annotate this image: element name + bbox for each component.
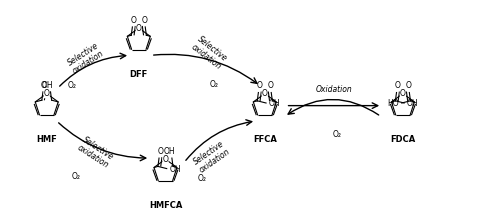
Text: OH: OH [269, 99, 280, 108]
Text: Selective
oxidation: Selective oxidation [66, 41, 105, 76]
Text: O: O [257, 81, 262, 90]
Text: OH: OH [169, 165, 181, 174]
Text: Selective
oxidation: Selective oxidation [75, 135, 115, 170]
Text: Selective
oxidation: Selective oxidation [190, 35, 229, 72]
Text: O: O [400, 89, 406, 98]
Text: O₂: O₂ [197, 174, 207, 183]
Text: O: O [395, 81, 400, 90]
Text: OH: OH [41, 81, 53, 90]
Text: HO: HO [387, 99, 399, 108]
Text: Oxidation: Oxidation [316, 85, 352, 94]
Text: OH: OH [407, 99, 418, 108]
Text: O: O [141, 16, 147, 25]
Text: HMF: HMF [36, 135, 57, 144]
Text: OH: OH [164, 147, 175, 156]
Text: HMFCA: HMFCA [149, 201, 182, 210]
Text: O: O [405, 81, 411, 90]
Text: O₂: O₂ [68, 81, 77, 90]
Text: O₂: O₂ [209, 80, 218, 89]
Text: FDCA: FDCA [390, 135, 416, 144]
Text: O: O [262, 89, 268, 98]
Text: O: O [157, 147, 163, 156]
Text: O₂: O₂ [71, 172, 80, 181]
Text: O: O [162, 155, 169, 164]
Text: O: O [136, 24, 142, 33]
Text: O: O [131, 16, 137, 25]
Text: O: O [44, 89, 50, 98]
Text: O₂: O₂ [333, 130, 342, 139]
Text: FFCA: FFCA [253, 135, 277, 144]
Text: O: O [267, 81, 273, 90]
Text: DFF: DFF [130, 70, 148, 79]
Text: Selective
oxidation: Selective oxidation [191, 139, 231, 175]
Text: O: O [41, 81, 47, 90]
